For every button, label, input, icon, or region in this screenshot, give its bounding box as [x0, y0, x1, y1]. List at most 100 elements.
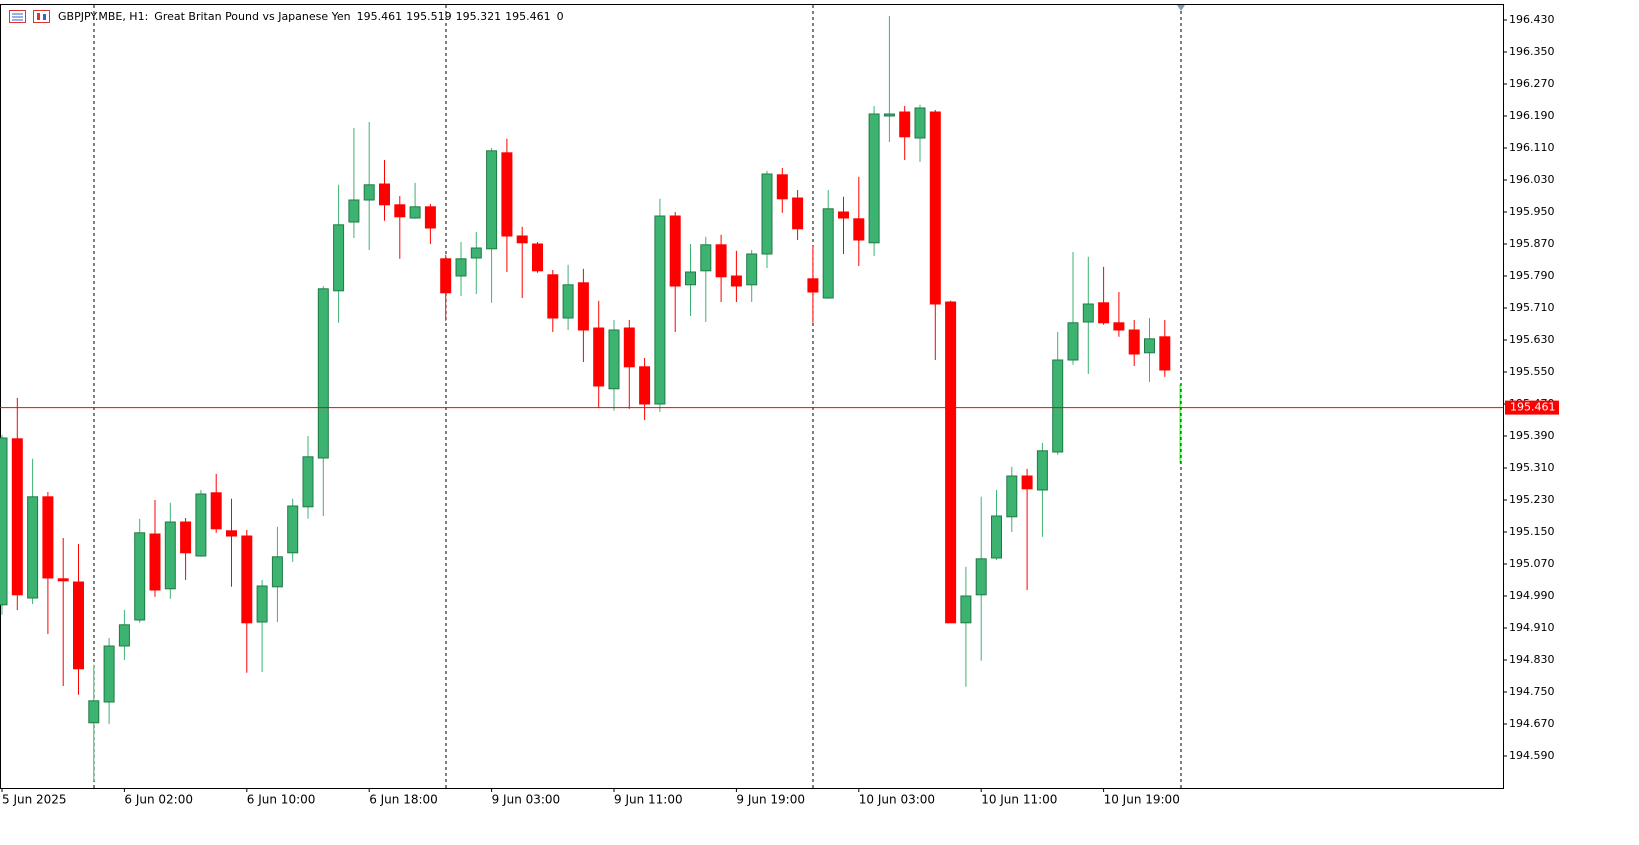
- candle-body: [409, 206, 421, 219]
- x-tick-label: 6 Jun 18:00: [369, 793, 438, 807]
- candle-body: [440, 258, 452, 294]
- plot-frame: [0, 4, 1504, 789]
- open-value: 195.461: [357, 10, 403, 23]
- y-tick-label: 196.270: [1509, 77, 1555, 90]
- candle-body: [470, 247, 482, 259]
- candle-body: [455, 258, 467, 277]
- candle-body: [792, 197, 804, 230]
- candle-body: [149, 533, 161, 591]
- y-tick-label: 196.190: [1509, 109, 1555, 122]
- candle-body: [1021, 475, 1033, 490]
- candle-body: [103, 645, 115, 703]
- candle-body: [807, 278, 819, 293]
- candle-body: [669, 215, 681, 287]
- candle-body: [700, 244, 712, 272]
- symbol: GBPJPY.MBE, H1:: [58, 10, 148, 23]
- x-tick-label: 9 Jun 19:00: [736, 793, 805, 807]
- candle-body: [1067, 322, 1079, 361]
- candle-body: [639, 366, 651, 405]
- y-tick-label: 194.830: [1509, 653, 1555, 666]
- candle-body: [180, 521, 192, 554]
- candle-body: [929, 111, 941, 305]
- candle-body: [287, 505, 299, 554]
- low-value: 195.321: [456, 10, 502, 23]
- bid-label-box: [1505, 400, 1559, 415]
- y-tick-label: 195.310: [1509, 461, 1555, 474]
- x-tick-label: 9 Jun 03:00: [492, 793, 561, 807]
- candle-body: [424, 206, 436, 229]
- y-tick-label: 195.550: [1509, 365, 1555, 378]
- candle-body: [501, 152, 513, 237]
- candle-body: [164, 521, 176, 590]
- y-tick-label: 195.870: [1509, 237, 1555, 250]
- candle-body: [1159, 336, 1171, 371]
- candle-body: [577, 282, 589, 331]
- candle-body: [853, 218, 865, 241]
- candle-body: [11, 438, 23, 596]
- candle-body: [348, 199, 360, 223]
- x-tick-label: 6 Jun 10:00: [247, 793, 316, 807]
- candle-body: [547, 274, 559, 319]
- shift-marker: [1177, 5, 1185, 11]
- x-tick-label: 6 Jun 02:00: [124, 793, 193, 807]
- candle-body: [685, 271, 696, 286]
- icon: [37, 13, 40, 20]
- high-value: 195.519: [406, 10, 452, 23]
- period-separators: [93, 5, 1182, 788]
- candle-body: [486, 150, 498, 250]
- candle-body: [1098, 302, 1110, 324]
- description: Great Britan Pound vs Japanese Yen: [154, 10, 350, 23]
- y-tick-label: 194.910: [1509, 621, 1555, 634]
- y-tick-label: 195.790: [1509, 269, 1555, 282]
- y-tick-label: 196.350: [1509, 45, 1555, 58]
- y-tick-label: 196.430: [1509, 13, 1555, 26]
- candle-body: [945, 301, 957, 624]
- candle-body: [975, 558, 987, 596]
- candle-body: [1144, 338, 1155, 354]
- candle-body: [0, 437, 8, 606]
- close-value: 195.461: [505, 10, 551, 23]
- candle-body: [363, 184, 375, 201]
- candle-body: [271, 556, 283, 588]
- header-icons: [9, 10, 50, 23]
- candle-body: [73, 581, 84, 670]
- candle-body: [960, 595, 972, 624]
- candle-body: [1036, 450, 1048, 491]
- candle-body: [27, 496, 39, 599]
- icon: [43, 14, 46, 20]
- candle-body: [226, 530, 237, 537]
- candle-body: [302, 456, 314, 508]
- y-tick-label: 194.590: [1509, 749, 1555, 762]
- candle-body: [715, 244, 727, 278]
- candle-body: [256, 585, 268, 623]
- candle-body: [1128, 329, 1140, 355]
- candle-body: [562, 284, 574, 319]
- candle-body: [516, 235, 528, 244]
- candle-body: [730, 275, 742, 287]
- x-tick-label: 9 Jun 11:00: [614, 793, 683, 807]
- header: GBPJPY.MBE, H1: Great Britan Pound vs Jap…: [58, 10, 564, 23]
- candle-body: [57, 578, 69, 582]
- candle-body: [822, 208, 834, 299]
- bid-label: 195.461: [1510, 401, 1556, 414]
- candle-body: [914, 107, 926, 139]
- candle-body: [88, 700, 100, 724]
- x-tick-label: 10 Jun 19:00: [1104, 793, 1180, 807]
- y-tick-label: 196.030: [1509, 173, 1555, 186]
- candle-body: [623, 327, 635, 368]
- y-tick-label: 195.150: [1509, 525, 1555, 538]
- y-tick-label: 195.950: [1509, 205, 1555, 218]
- header-value: 0: [557, 10, 564, 23]
- y-tick-label: 195.070: [1509, 557, 1555, 570]
- candle-body: [42, 496, 54, 579]
- candle-body: [1113, 322, 1125, 331]
- x-tick-label: 10 Jun 03:00: [859, 793, 935, 807]
- y-tick-label: 195.710: [1509, 301, 1555, 314]
- candle-body: [1006, 475, 1018, 518]
- candle-body: [868, 113, 880, 244]
- candle-body: [532, 243, 543, 272]
- candle-body: [991, 515, 1002, 559]
- y-tick-label: 196.110: [1509, 141, 1555, 154]
